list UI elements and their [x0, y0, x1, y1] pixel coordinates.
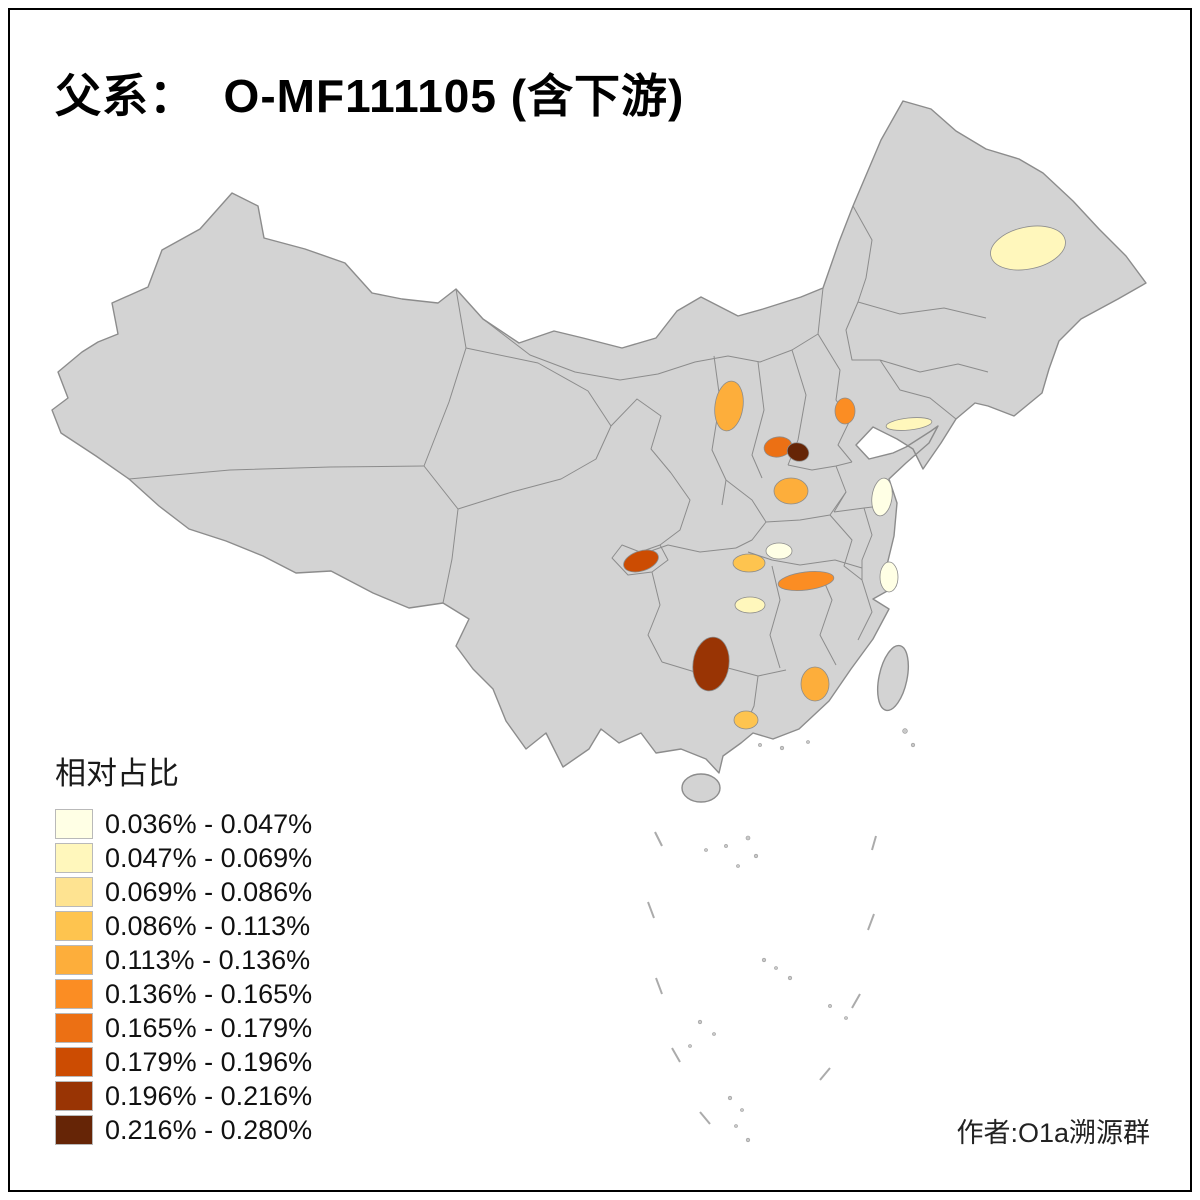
legend-label: 0.069% - 0.086%	[105, 876, 313, 907]
china-mainland-shape	[51, 100, 1147, 774]
nine-dash-line	[647, 831, 877, 1125]
legend-row: 0.179% - 0.196%	[55, 1045, 385, 1079]
author-credit: 作者:O1a溯源群	[956, 1118, 1150, 1148]
highlighted-regions-layer	[623, 225, 1066, 730]
legend-swatch	[55, 945, 93, 975]
legend-label: 0.165% - 0.179%	[105, 1012, 313, 1043]
legend-row: 0.196% - 0.216%	[55, 1079, 385, 1113]
map-region-region-6	[773, 477, 809, 505]
legend-row: 0.216% - 0.280%	[55, 1113, 385, 1147]
legend-swatch	[55, 911, 93, 941]
map-region-region-14	[879, 561, 899, 593]
legend-label: 0.196% - 0.216%	[105, 1080, 313, 1111]
legend-row: 0.113% - 0.136%	[55, 943, 385, 977]
hainan-island-shape	[681, 773, 721, 803]
map-region-region-3	[834, 397, 856, 425]
map-region-region-8	[871, 477, 893, 517]
legend-swatch	[55, 843, 93, 873]
legend-row: 0.165% - 0.179%	[55, 1011, 385, 1045]
map-region-region-1	[990, 225, 1066, 271]
province-boundaries	[128, 205, 989, 729]
taiwan-island-shape	[876, 644, 910, 712]
legend-label: 0.113% - 0.136%	[105, 944, 311, 975]
map-region-region-9	[623, 549, 659, 573]
legend-swatch	[55, 809, 93, 839]
map-region-region-13	[734, 596, 766, 614]
legend-row: 0.069% - 0.086%	[55, 875, 385, 909]
map-region-region-7	[885, 417, 933, 431]
map-region-region-16	[800, 666, 830, 702]
map-region-region-11	[765, 542, 793, 560]
legend-label: 0.036% - 0.047%	[105, 808, 313, 839]
legend-row: 0.086% - 0.113%	[55, 909, 385, 943]
legend-swatch	[55, 1013, 93, 1043]
legend-label: 0.047% - 0.069%	[105, 842, 313, 873]
legend-swatch	[55, 1047, 93, 1077]
map-region-region-15	[692, 636, 730, 692]
map-region-region-5	[786, 442, 810, 462]
legend-rows: 0.036% - 0.047% 0.047% - 0.069% 0.069% - 0…	[55, 807, 385, 1147]
map-legend: 相对占比 0.036% - 0.047% 0.047% - 0.069% 0.069…	[55, 748, 385, 1147]
legend-title: 相对占比	[55, 756, 179, 791]
map-region-region-2	[714, 380, 744, 432]
sea-islands	[688, 728, 916, 1143]
legend-label: 0.216% - 0.280%	[105, 1114, 313, 1145]
legend-label: 0.179% - 0.196%	[105, 1046, 313, 1077]
map-region-region-17	[733, 710, 759, 730]
legend-row: 0.136% - 0.165%	[55, 977, 385, 1011]
legend-swatch	[55, 979, 93, 1009]
page-title: 父系： O-MF111105 (含下游)	[55, 70, 685, 122]
legend-swatch	[55, 1081, 93, 1111]
legend-swatch	[55, 877, 93, 907]
legend-row: 0.036% - 0.047%	[55, 807, 385, 841]
legend-swatch	[55, 1115, 93, 1145]
legend-row: 0.047% - 0.069%	[55, 841, 385, 875]
legend-label: 0.086% - 0.113%	[105, 910, 311, 941]
legend-label: 0.136% - 0.165%	[105, 978, 313, 1009]
map-region-region-12	[777, 571, 835, 591]
map-region-region-10	[732, 553, 766, 573]
